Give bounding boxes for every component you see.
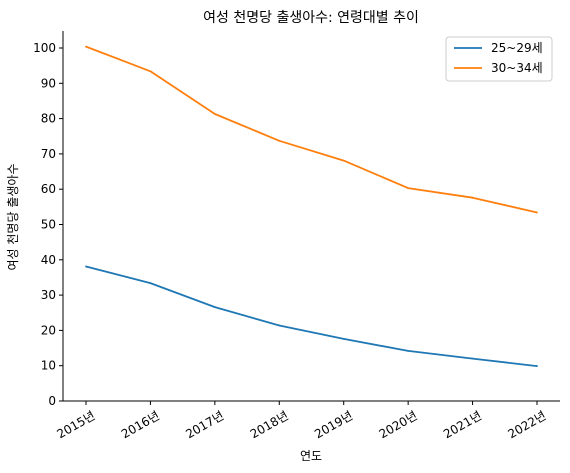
x-tick-label: 2022년 xyxy=(505,408,548,441)
y-axis-ticks: 0 10 20 30 40 50 60 70 80 90 100 xyxy=(33,41,63,408)
y-tick-label: 60 xyxy=(41,182,56,196)
data-point xyxy=(536,211,538,214)
x-tick-label: 2021년 xyxy=(441,408,484,441)
data-point xyxy=(213,306,216,309)
chart-title: 여성 천명당 출생아수: 연령대별 추이 xyxy=(203,10,419,26)
y-axis-label: 여성 천명당 출생아수 xyxy=(5,164,20,271)
x-tick-label: 2016년 xyxy=(119,408,162,441)
data-point xyxy=(278,324,281,327)
x-tick-label: 2017년 xyxy=(183,408,226,441)
data-point xyxy=(149,282,152,284)
data-point xyxy=(471,196,474,199)
y-tick-label: 10 xyxy=(41,359,56,373)
x-tick-label: 2018년 xyxy=(248,408,291,441)
legend: 25~29세 30~34세 xyxy=(445,36,553,82)
y-tick-label: 100 xyxy=(33,41,56,55)
x-tick-label: 2020년 xyxy=(377,408,420,441)
data-point xyxy=(342,337,345,340)
series-lines xyxy=(85,45,538,367)
series-line-1 xyxy=(85,265,538,367)
data-point xyxy=(407,349,410,352)
data-point xyxy=(536,365,538,367)
data-point xyxy=(85,265,87,268)
data-point xyxy=(342,159,345,162)
data-point xyxy=(149,70,152,73)
x-tick-label: 2015년 xyxy=(54,408,97,441)
y-tick-label: 40 xyxy=(41,253,56,267)
legend-label: 25~29세 xyxy=(491,41,543,55)
data-point xyxy=(407,187,410,190)
series-line-2 xyxy=(85,45,538,214)
x-axis-ticks: 2015년 2016년 2017년 2018년 2019년 2020년 2021년 2022년 xyxy=(54,401,549,441)
y-tick-label: 90 xyxy=(41,76,56,90)
x-tick-label: 2019년 xyxy=(312,408,355,441)
legend-label: 30~34세 xyxy=(491,61,543,75)
y-tick-label: 0 xyxy=(48,394,56,408)
data-point xyxy=(278,139,281,142)
y-tick-label: 50 xyxy=(41,218,56,232)
data-point xyxy=(213,113,216,115)
x-axis-label: 연도 xyxy=(300,449,322,463)
y-tick-label: 70 xyxy=(41,147,56,161)
y-tick-label: 20 xyxy=(41,323,56,337)
y-tick-label: 80 xyxy=(41,112,56,126)
data-point xyxy=(471,357,474,360)
data-point xyxy=(85,45,87,48)
y-tick-label: 30 xyxy=(41,288,56,302)
